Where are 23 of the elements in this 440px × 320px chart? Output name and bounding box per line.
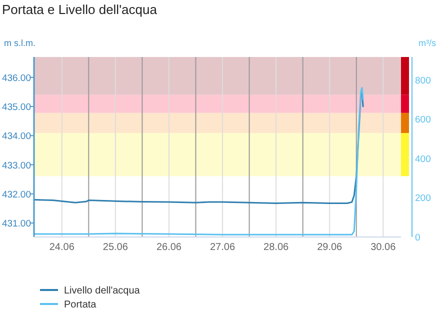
x-tick-label: 27.06 (210, 242, 236, 253)
chart-title: Portata e Livello dell'acqua (2, 2, 158, 17)
y2-tick-label: 600 (415, 114, 431, 126)
x-tick-label: 30.06 (370, 242, 396, 253)
y2-tick-label: 200 (415, 193, 431, 204)
x-tick-label: 26.06 (156, 242, 182, 253)
y2-axis-title: m³/s (418, 38, 436, 48)
y-tick-label: 435.00 (2, 102, 31, 114)
y-axis-title: m s.l.m. (4, 38, 36, 48)
y-tick-label: 432.00 (2, 189, 31, 200)
y-tick-label: 434.00 (2, 131, 31, 142)
y-tick-label: 436.00 (2, 72, 31, 84)
y-tick-label: 431.00 (2, 218, 31, 230)
y2-tick-label: 0 (415, 232, 420, 244)
y-tick-label: 433.00 (2, 160, 31, 172)
x-tick-label: 28.06 (264, 242, 290, 253)
x-tick-label: 24.06 (49, 242, 75, 253)
x-tick-label: 29.06 (317, 242, 343, 253)
legend-label: Portata (64, 300, 97, 310)
x-tick-label: 25.06 (102, 242, 128, 253)
y2-tick-label: 400 (415, 154, 431, 165)
legend-label: Livello dell'acqua (64, 286, 140, 296)
y2-tick-label: 800 (415, 75, 431, 86)
